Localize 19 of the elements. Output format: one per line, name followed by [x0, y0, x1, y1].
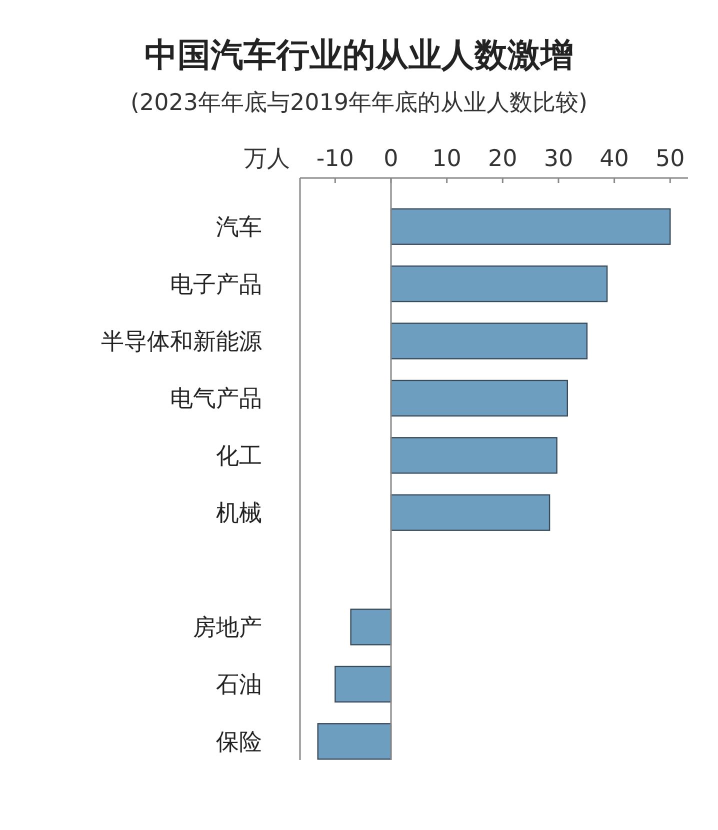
y-tick-label: 电气产品	[170, 386, 262, 412]
x-tick-label: 40	[600, 146, 629, 172]
y-tick-label: 电子产品	[170, 272, 262, 298]
x-axis-title: 万人	[244, 146, 290, 172]
y-tick-label: 汽车	[216, 214, 262, 241]
x-tick-label: 50	[655, 146, 685, 172]
chart-title: 中国汽车行业的从业人数激增	[144, 35, 574, 74]
x-tick-label: 30	[544, 146, 574, 172]
x-tick-label: 10	[432, 146, 462, 172]
y-tick-label: 房地产	[193, 615, 262, 641]
y-tick-label: 保险	[216, 729, 262, 756]
x-tick-label: 0	[384, 146, 398, 172]
chart-subtitle: (2023年年底与2019年年底的从业人数比较)	[130, 90, 588, 116]
x-tick-label: -10	[316, 146, 354, 172]
y-tick-label: 机械	[216, 500, 262, 527]
y-tick-label: 化工	[216, 443, 262, 470]
x-tick-label: 20	[488, 146, 518, 172]
y-tick-label: 半导体和新能源	[101, 329, 262, 355]
y-tick-label: 石油	[216, 672, 262, 698]
